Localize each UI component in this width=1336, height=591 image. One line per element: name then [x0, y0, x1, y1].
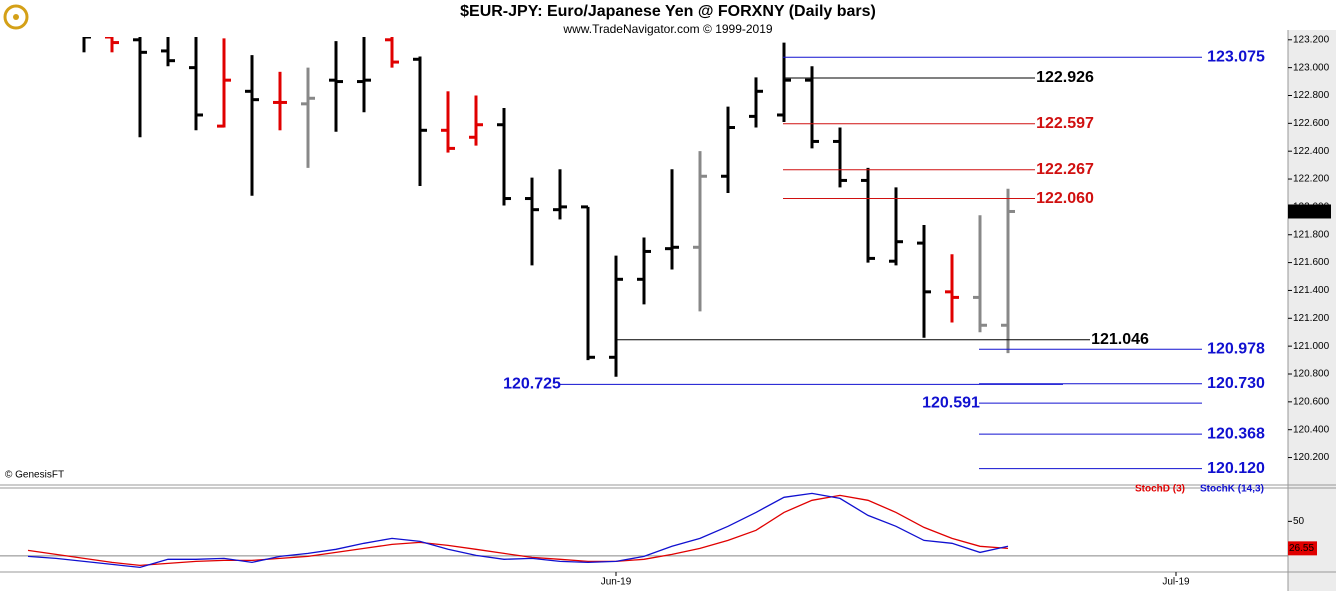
y-tick-label: 122.600 — [1293, 118, 1330, 129]
legend-entry: StochK (14,3) — [1200, 484, 1264, 495]
y-tick-label: 121.000 — [1293, 341, 1330, 352]
y-tick-label: 120.600 — [1293, 396, 1330, 407]
y-tick-label: 121.400 — [1293, 285, 1330, 296]
y-tick-label: 50 — [1293, 516, 1305, 527]
y-tick-label: 123.000 — [1293, 62, 1330, 73]
y-tick-label: 121.200 — [1293, 313, 1330, 324]
y-tick-label: 122.800 — [1293, 90, 1330, 101]
logo — [3, 4, 29, 30]
y-tick-label: 121.800 — [1293, 229, 1330, 240]
legend-entry: StochD (3) — [1135, 484, 1185, 495]
y-tick-label: 122.400 — [1293, 146, 1330, 157]
y-tick-label: 120.200 — [1293, 452, 1330, 463]
chart-title: $EUR-JPY: Euro/Japanese Yen @ FORXNY (Da… — [460, 3, 876, 20]
stoch-line — [27, 492, 1009, 569]
y-tick-label: 121.600 — [1293, 257, 1330, 268]
credit: © GenesisFT — [5, 470, 64, 481]
y-tick-label: 120.400 — [1293, 424, 1330, 435]
last-value-label: 26.55 — [1289, 543, 1314, 554]
y-tick-label: 123.200 — [1293, 34, 1330, 45]
level-label: 120.725 — [503, 376, 561, 393]
level-label: 122.060 — [1036, 190, 1094, 207]
axis-strip — [1288, 30, 1336, 591]
last-price-box — [1288, 204, 1331, 219]
stoch-line — [27, 494, 1009, 567]
chart-subtitle: www.TradeNavigator.com © 1999-2019 — [562, 22, 772, 36]
stoch-panel — [0, 492, 1288, 569]
level-label: 120.978 — [1207, 340, 1265, 357]
level-label: 120.591 — [922, 394, 980, 411]
y-tick-label: 120.800 — [1293, 369, 1330, 380]
y-tick-label: 122.200 — [1293, 174, 1330, 185]
x-tick-label: Jul-19 — [1162, 577, 1190, 588]
x-tick-label: Jun-19 — [601, 577, 632, 588]
level-label: 120.368 — [1207, 425, 1265, 442]
level-label: 122.597 — [1036, 115, 1094, 132]
level-label: 120.120 — [1207, 460, 1265, 477]
level-label: 122.267 — [1036, 161, 1094, 178]
last-price-label: 121.967 — [1290, 206, 1327, 217]
last-value-box — [1288, 541, 1317, 556]
level-label: 123.075 — [1207, 48, 1265, 65]
level-label: 122.926 — [1036, 69, 1094, 86]
level-label: 120.730 — [1207, 375, 1265, 392]
price-panel — [82, 37, 1015, 377]
level-label: 121.046 — [1091, 331, 1149, 348]
